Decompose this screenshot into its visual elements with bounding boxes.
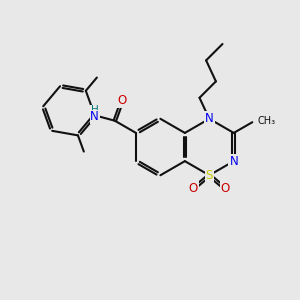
Text: O: O	[189, 182, 198, 195]
Text: N: N	[205, 112, 214, 125]
Text: N: N	[230, 154, 238, 168]
Text: O: O	[118, 94, 127, 107]
Text: N: N	[90, 110, 99, 123]
Text: S: S	[206, 169, 213, 182]
Text: CH₃: CH₃	[258, 116, 276, 126]
Text: O: O	[220, 182, 230, 195]
Text: H: H	[91, 105, 99, 115]
